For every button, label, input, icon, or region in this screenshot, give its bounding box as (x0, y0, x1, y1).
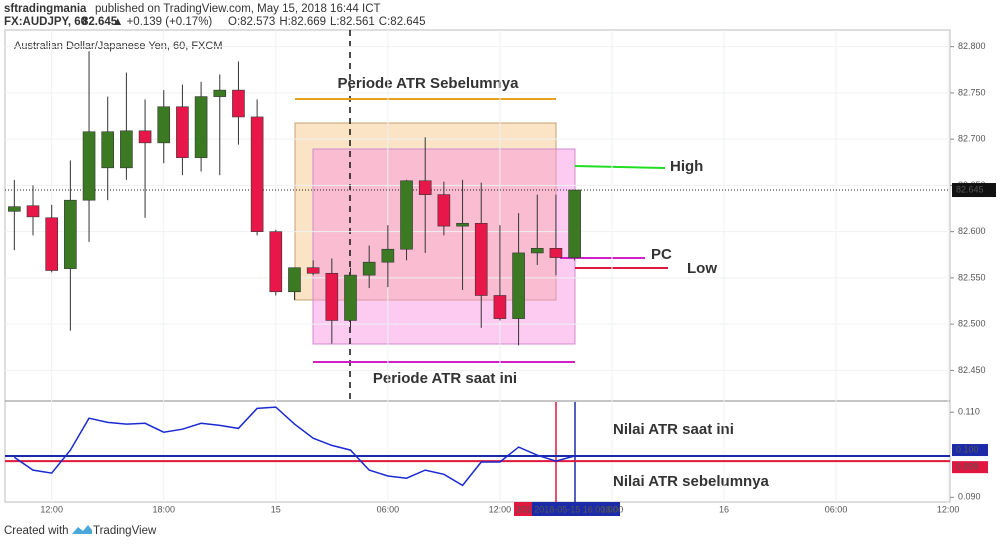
atr-line (13, 406, 575, 487)
candle-body (213, 89, 227, 97)
annotation: Periode ATR Sebelumnya (338, 75, 520, 92)
x-tick-label: 16 (719, 504, 729, 514)
last-price: 82.645 (82, 16, 118, 28)
last-price-box (952, 183, 996, 198)
change: ▲ +0.139 (+0.17%) (112, 16, 212, 28)
candle-body (400, 180, 413, 250)
x-tick-label: 12:00 (40, 504, 63, 514)
candle-body (101, 131, 115, 169)
candle-body (8, 206, 21, 212)
candle-body (269, 231, 283, 293)
candle-body (493, 295, 507, 319)
author: sftradingmania (4, 3, 87, 15)
candle-body (82, 131, 96, 201)
high-pointer (574, 165, 666, 169)
candle-body (456, 223, 469, 227)
x-tick-label: 12:00 (489, 504, 512, 514)
reference-label: 0.099 (956, 462, 979, 472)
candle-body (512, 252, 525, 319)
crosshair-box (514, 502, 534, 516)
y-tick-label: 82.550 (958, 272, 986, 282)
x-tick-label: 12:00 (937, 504, 960, 514)
ohlc: O: 82.573 H: 82.669 L: 82.561 C: 82.645 (228, 16, 425, 28)
candle-body (232, 89, 245, 118)
candle-body (45, 217, 58, 271)
crosshair-box (532, 502, 620, 516)
symbol: FX:AUDJPY, 60 (4, 16, 87, 28)
candle-body (362, 261, 376, 276)
reference-box (952, 444, 988, 457)
ohlc-value: 82.645 (390, 16, 425, 28)
x-tick-label: 06:00 (377, 504, 400, 514)
candle-body (194, 96, 208, 158)
candle-body (474, 223, 488, 296)
ohlc-value: 82.669 (291, 16, 326, 28)
y-tick-label: 82.500 (958, 319, 986, 329)
crosshair-label: 2018 (516, 504, 536, 514)
y-tick-label: 0.090 (958, 492, 981, 502)
candle-body (64, 199, 77, 269)
ohlc-label: H: (279, 16, 291, 28)
published: published on TradingView.com, May 15, 20… (95, 3, 381, 15)
candle-body (288, 267, 301, 293)
candle-body (138, 130, 152, 144)
annotation: Periode ATR saat ini (373, 370, 517, 387)
y-tick-label: 82.700 (958, 134, 986, 144)
footer-brand: TradingView (93, 525, 157, 537)
y-tick-label: 0.110 (958, 407, 980, 417)
ohlc-label: O: (228, 16, 240, 28)
annotation: High (670, 158, 703, 175)
ohlc-value: 82.573 (240, 16, 275, 28)
annotation: Nilai ATR sebelumnya (613, 473, 770, 490)
candle-body (157, 106, 171, 144)
last-price-label: 82.645 (956, 184, 984, 194)
reference-label: 0.100 (956, 444, 979, 454)
candle-body (549, 248, 563, 258)
candle-body (26, 205, 40, 218)
candle-body (176, 106, 189, 158)
footer-text: Created with (4, 525, 69, 537)
annotation: Nilai ATR saat ini (613, 421, 734, 438)
candle-body (120, 130, 133, 169)
candle-body (530, 248, 544, 254)
x-tick-label: 15 (271, 504, 281, 514)
candle-body (568, 189, 581, 258)
ohlc-label: L: (330, 16, 340, 28)
candle-body (437, 194, 451, 227)
annotation: PC (651, 246, 672, 263)
candle-body (381, 248, 395, 263)
y-tick-label: 82.600 (958, 226, 986, 236)
logo (72, 525, 92, 534)
chart-title: Australian Dollar/Japanese Yen, 60, FXCM (14, 40, 223, 52)
annotation: Low (687, 260, 717, 277)
candle-body (250, 116, 264, 232)
x-tick-label: 06:00 (825, 504, 848, 514)
ohlc-value: 82.561 (340, 16, 375, 28)
candle-body (325, 272, 339, 321)
plot-frame (4, 29, 951, 503)
y-tick-label: 82.450 (958, 365, 986, 375)
reference-box (952, 461, 988, 474)
ohlc-label: C: (379, 16, 391, 28)
x-tick-label: 18:00 (601, 504, 624, 514)
x-tick-label: 18:00 (152, 504, 175, 514)
crosshair-label: 2018-05-15 16:00:00 (534, 504, 618, 514)
candle-body (306, 267, 320, 274)
y-tick-label: 82.750 (958, 87, 986, 97)
candle-body (418, 180, 432, 195)
y-tick-label: 82.800 (958, 41, 986, 51)
candle-body (344, 274, 357, 321)
